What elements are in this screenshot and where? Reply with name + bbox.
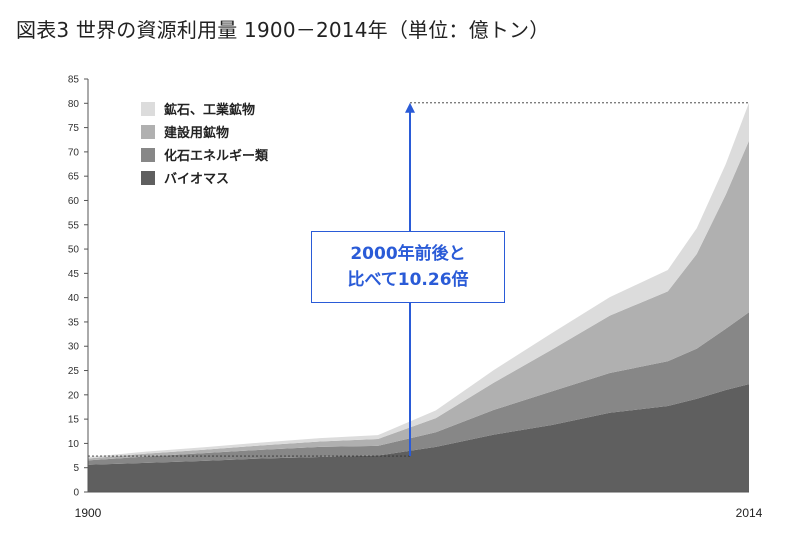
- legend-swatch: [141, 171, 155, 185]
- y-tick-label: 45: [68, 269, 80, 280]
- y-tick-label: 75: [68, 123, 80, 134]
- legend-label: 鉱石、工業鉱物: [164, 102, 255, 118]
- y-tick-label: 0: [73, 488, 79, 499]
- y-tick-label: 50: [68, 245, 80, 256]
- y-tick-label: 10: [68, 439, 80, 450]
- area-series-construction: [88, 140, 749, 461]
- chart-title: 図表3 世界の資源利用量 1900－2014年（単位：億トン）: [16, 18, 550, 42]
- annotation-line-2: 比べて10.26倍: [347, 270, 469, 290]
- y-tick-label: 85: [68, 75, 80, 86]
- y-tick-label: 15: [68, 415, 80, 426]
- y-tick-label: 80: [68, 99, 80, 110]
- area-series-fossil: [88, 312, 749, 465]
- y-tick-label: 30: [68, 342, 80, 353]
- legend-swatch: [141, 102, 155, 116]
- annotation-box: 2000年前後と 比べて10.26倍: [311, 231, 505, 303]
- area-series-biomass: [88, 384, 749, 492]
- legend-swatch: [141, 148, 155, 162]
- y-tick-label: 20: [68, 390, 80, 401]
- y-tick-label: 60: [68, 196, 80, 207]
- comparison-arrow-head: [405, 102, 415, 113]
- y-tick-label: 5: [73, 463, 79, 474]
- x-tick-label: 1900: [75, 506, 102, 520]
- legend-label: 化石エネルギー類: [164, 148, 269, 164]
- legend-label: 建設用鉱物: [164, 125, 229, 141]
- y-tick-label: 70: [68, 147, 80, 158]
- y-tick-label: 35: [68, 317, 80, 328]
- y-tick-label: 40: [68, 293, 80, 304]
- y-tick-label: 55: [68, 220, 80, 231]
- legend-swatch: [141, 125, 155, 139]
- x-tick-label: 2014: [736, 506, 763, 520]
- y-tick-label: 65: [68, 172, 80, 183]
- y-tick-label: 25: [68, 366, 80, 377]
- annotation-line-1: 2000年前後と: [350, 244, 466, 264]
- legend-label: バイオマス: [164, 172, 229, 187]
